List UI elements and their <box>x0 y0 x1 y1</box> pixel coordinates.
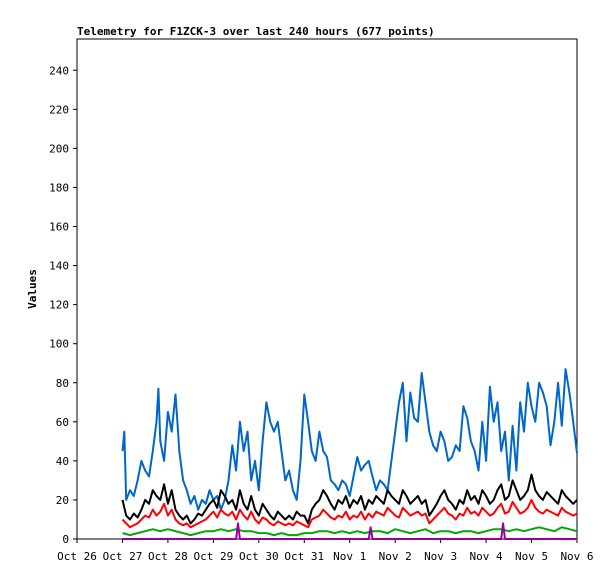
y-tick-label: 180 <box>49 181 69 194</box>
y-tick-label: 220 <box>49 103 69 116</box>
x-tick-label: Oct 28 <box>148 550 188 563</box>
x-axis: Oct 26 Oct 27 Oct 28 Oct 29 Oct 30 Oct 31 Nov … <box>57 539 594 563</box>
y-tick-label: 0 <box>62 533 69 546</box>
series-line-3 <box>122 526 578 537</box>
x-tick-label: Oct 26 <box>57 550 97 563</box>
x-tick-label: Nov 1 <box>333 550 366 563</box>
series-line-1 <box>121 473 578 525</box>
x-tick-label: Nov 6 <box>560 550 593 563</box>
x-tick-label: Oct 27 <box>103 550 143 563</box>
y-tick-label: 200 <box>49 142 69 155</box>
y-tick-label: 20 <box>56 494 69 507</box>
chart-title: Telemetry for F1ZCK-3 over last 240 hour… <box>77 25 435 38</box>
x-tick-label: Nov 3 <box>424 550 457 563</box>
y-tick-label: 80 <box>56 377 69 390</box>
y-tick-label: 100 <box>49 338 69 351</box>
y-axis-label: Values <box>26 269 39 309</box>
y-tick-label: 160 <box>49 221 69 234</box>
series-line-4 <box>122 522 577 540</box>
x-tick-label: Oct 30 <box>239 550 279 563</box>
series-layer <box>121 368 578 540</box>
x-tick-label: Oct 29 <box>193 550 233 563</box>
y-axis: 0 20 40 60 80 100 120 140 160 180 200 220 240 <box>49 64 77 546</box>
y-tick-label: 60 <box>56 416 69 429</box>
y-tick-label: 240 <box>49 64 69 77</box>
y-tick-label: 120 <box>49 299 69 312</box>
series-line-0 <box>121 368 578 511</box>
plot-area <box>76 38 578 540</box>
y-tick-label: 40 <box>56 455 69 468</box>
x-tick-label: Nov 2 <box>379 550 412 563</box>
x-tick-label: Nov 5 <box>515 550 548 563</box>
y-tick-label: 140 <box>49 260 69 273</box>
x-tick-label: Nov 4 <box>470 550 503 563</box>
x-tick-label: Oct 31 <box>284 550 324 563</box>
series-line-2 <box>121 498 578 529</box>
